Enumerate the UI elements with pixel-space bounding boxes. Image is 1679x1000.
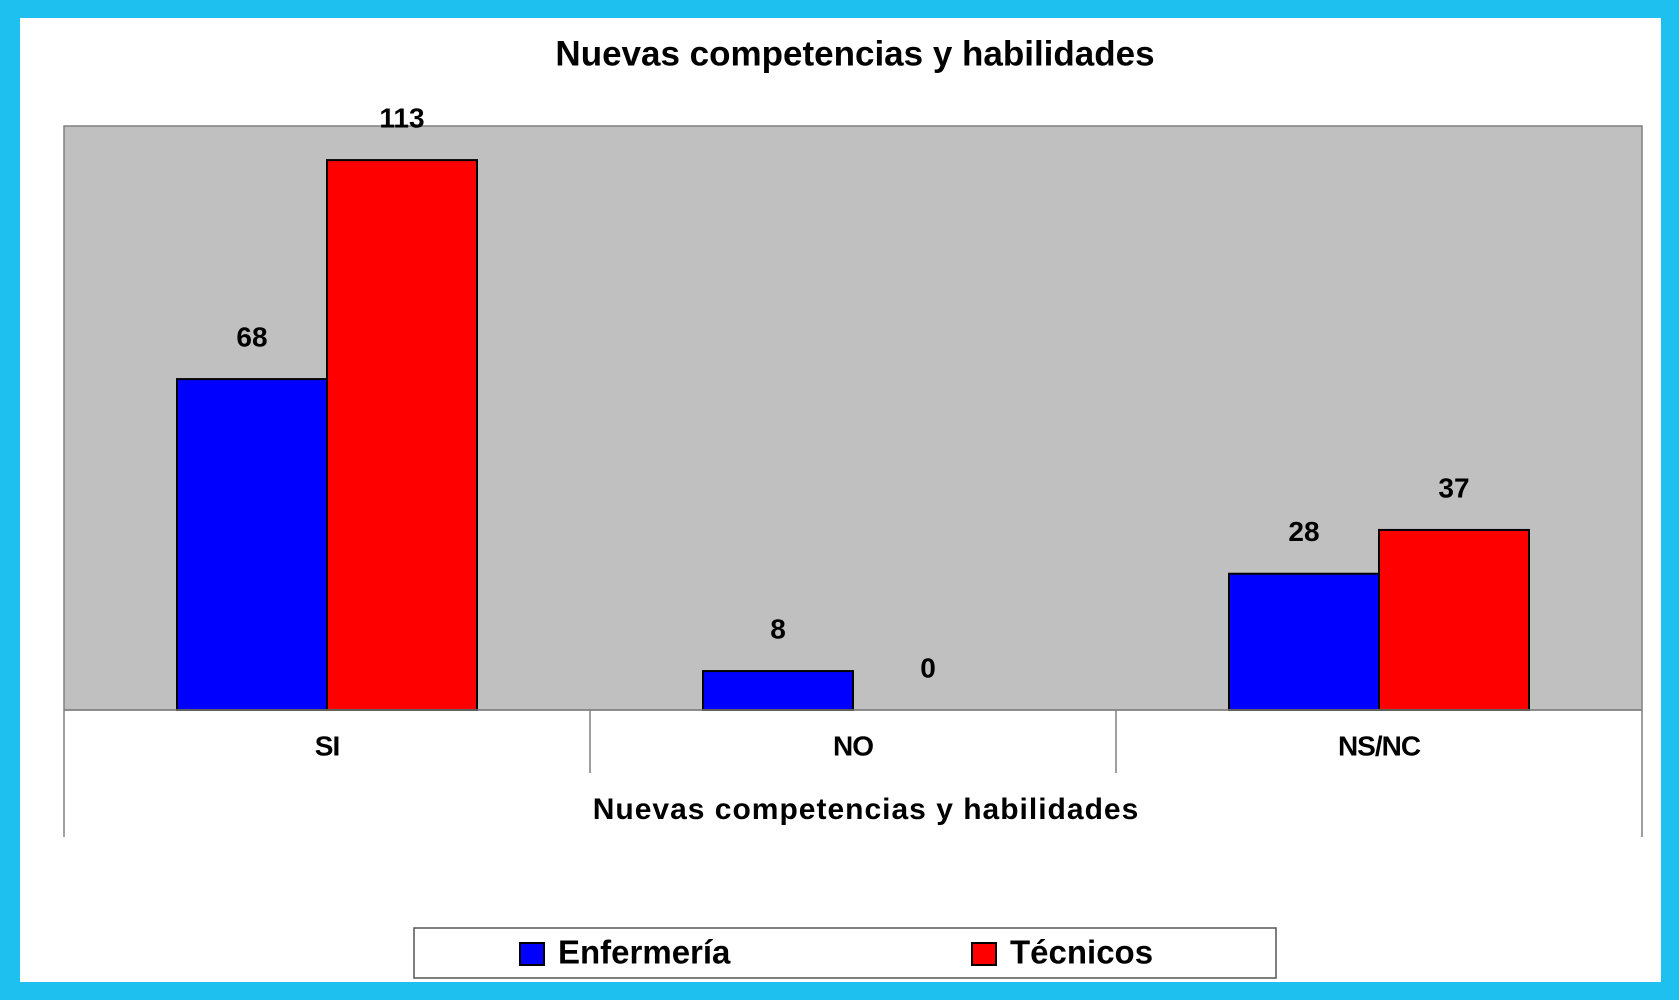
legend-label: Enfermería xyxy=(558,934,731,971)
data-label: 113 xyxy=(379,102,424,133)
bar xyxy=(1378,528,1530,711)
data-label: 68 xyxy=(236,321,267,352)
bar xyxy=(702,670,854,711)
bar xyxy=(326,159,478,711)
legend-label: Técnicos xyxy=(1010,934,1153,971)
legend-swatch xyxy=(971,942,997,966)
bar xyxy=(1228,572,1380,712)
chart-title: Nuevas competencias y habilidades xyxy=(555,34,1154,73)
x-tick-label: SI xyxy=(315,730,339,761)
legend xyxy=(413,927,1277,979)
x-axis-label: Nuevas competencias y habilidades xyxy=(593,793,1140,826)
data-label: 0 xyxy=(920,652,936,683)
data-label: 37 xyxy=(1438,472,1469,503)
data-label: 8 xyxy=(770,613,786,644)
x-tick-label: NS/NC xyxy=(1338,730,1421,761)
x-tick-label: NO xyxy=(833,730,873,761)
data-label: 28 xyxy=(1288,516,1319,547)
legend-swatch xyxy=(519,942,545,966)
bar xyxy=(176,378,328,711)
